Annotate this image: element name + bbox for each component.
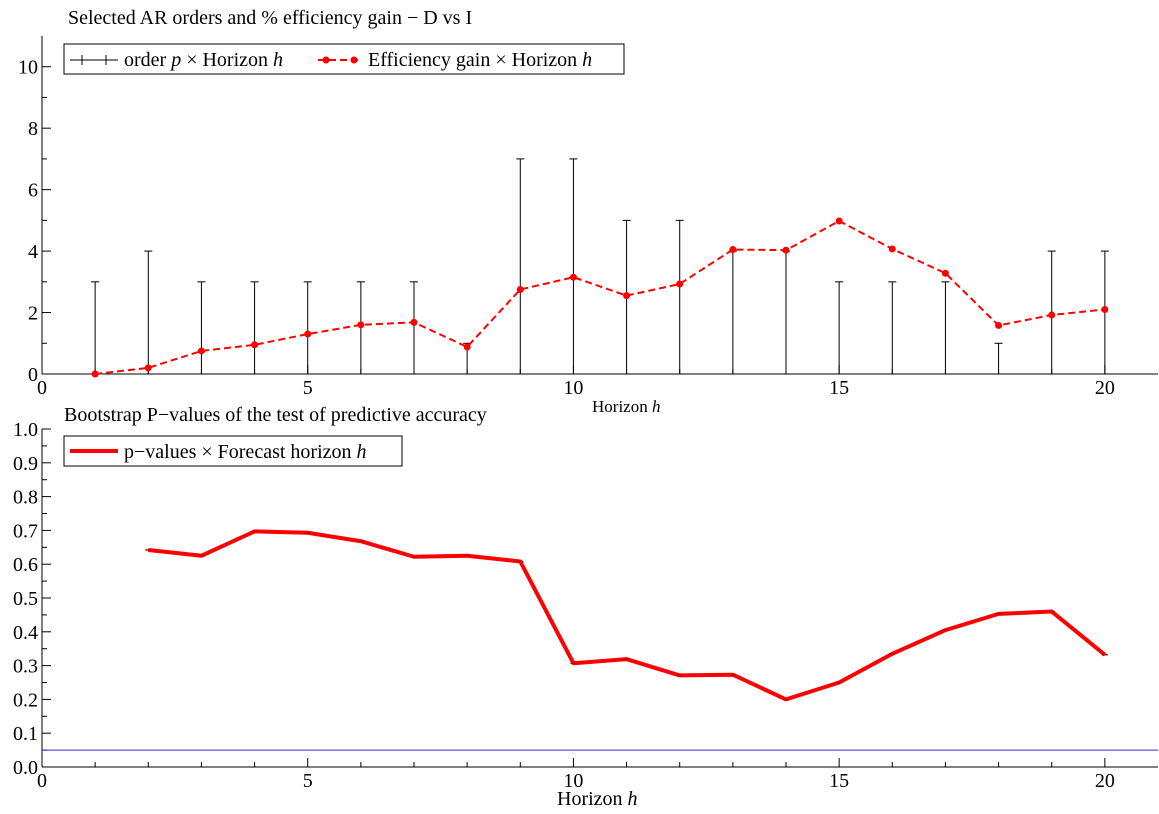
legend-efficiency-marker (350, 56, 358, 64)
y-tick-label: 0.1 (13, 723, 38, 745)
efficiency-gain-line (95, 219, 1105, 375)
y-tick-label: 0.5 (13, 588, 38, 610)
pvalues-chart-title: Bootstrap P−values of the test of predic… (64, 404, 487, 426)
x-tick-label: 20 (1095, 377, 1115, 399)
legend-efficiency-marker (322, 56, 330, 64)
efficiency-gain-point (1101, 305, 1109, 313)
y-tick-label: 4 (28, 241, 38, 263)
x-tick-label: 15 (829, 770, 849, 792)
x-tick-label: 15 (829, 377, 849, 399)
efficiency-chart-series (91, 158, 1109, 378)
efficiency-gain-point (569, 273, 577, 281)
efficiency-gain-point (941, 269, 949, 277)
y-tick-label: 0.7 (13, 520, 38, 542)
pvalues-chart-series (42, 529, 1158, 751)
efficiency-gain-point (623, 292, 631, 300)
x-tick-label: 0 (37, 377, 47, 399)
efficiency-gain-point (463, 343, 471, 351)
efficiency-gain-point (995, 321, 1003, 329)
y-tick-label: 0.3 (13, 656, 38, 678)
y-tick-label: 0.8 (13, 487, 38, 509)
y-tick-label: 0.0 (13, 757, 38, 779)
efficiency-gain-point (835, 217, 843, 225)
efficiency-chart-xlabel: Horizon h (592, 397, 660, 416)
y-tick-label: 2 (28, 303, 38, 325)
pvalues-chart-axes: 0 5 10 15 20 0.0 0.1 0.2 0.3 0.4 0.5 0.6 0.7 0.8 0.9 1.… (13, 419, 1158, 792)
efficiency-gain-point (782, 246, 790, 254)
legend-pvalues-label: p−values × Forecast horizon h (124, 441, 367, 463)
efficiency-gain-point (410, 318, 418, 326)
legend-order-label: order p × Horizon h (124, 49, 283, 71)
pvalues-line (148, 529, 1107, 702)
efficiency-gain-point (1048, 311, 1056, 319)
efficiency-chart-legend: order p × Horizon h Efficiency gain × Ho… (63, 43, 625, 75)
x-tick-label: 10 (563, 770, 583, 792)
efficiency-gain-point (357, 321, 365, 329)
efficiency-gain-point (304, 330, 312, 338)
efficiency-gain-point (676, 280, 684, 288)
efficiency-gain-point (91, 370, 99, 378)
y-tick-label: 0 (28, 364, 38, 386)
y-tick-label: 10 (18, 57, 38, 79)
efficiency-gain-point (144, 364, 152, 372)
x-tick-label: 0 (37, 770, 47, 792)
x-tick-label: 10 (563, 377, 583, 399)
efficiency-gain-point (197, 347, 205, 355)
x-tick-label: 5 (303, 770, 313, 792)
y-tick-label: 6 (28, 180, 38, 202)
y-tick-label: 0.6 (13, 554, 38, 576)
efficiency-gain-point (729, 246, 737, 254)
efficiency-chart-axes: 0 5 10 15 20 0 2 4 6 8 10 (18, 36, 1158, 399)
pvalues-chart-panel: Bootstrap P−values of the test of predic… (13, 404, 1158, 810)
x-tick-label: 5 (303, 377, 313, 399)
y-tick-label: 1.0 (13, 419, 38, 441)
pvalues-chart-legend: p−values × Forecast horizon h (63, 435, 403, 467)
legend-box (63, 435, 403, 467)
efficiency-gain-point (888, 245, 896, 253)
efficiency-gain-point (516, 286, 524, 293)
y-tick-label: 8 (28, 118, 38, 140)
efficiency-gain-point (251, 341, 259, 349)
y-tick-label: 0.4 (13, 622, 38, 644)
x-tick-label: 20 (1095, 770, 1115, 792)
y-tick-label: 0.2 (13, 689, 38, 711)
legend-efficiency-label: Efficiency gain × Horizon h (368, 49, 592, 71)
efficiency-chart-panel: Selected AR orders and % efficiency gain… (18, 7, 1158, 416)
pvalues-chart-xlabel: Horizon h (557, 788, 638, 810)
efficiency-chart-title: Selected AR orders and % efficiency gain… (68, 7, 472, 29)
y-tick-label: 0.9 (13, 453, 38, 475)
